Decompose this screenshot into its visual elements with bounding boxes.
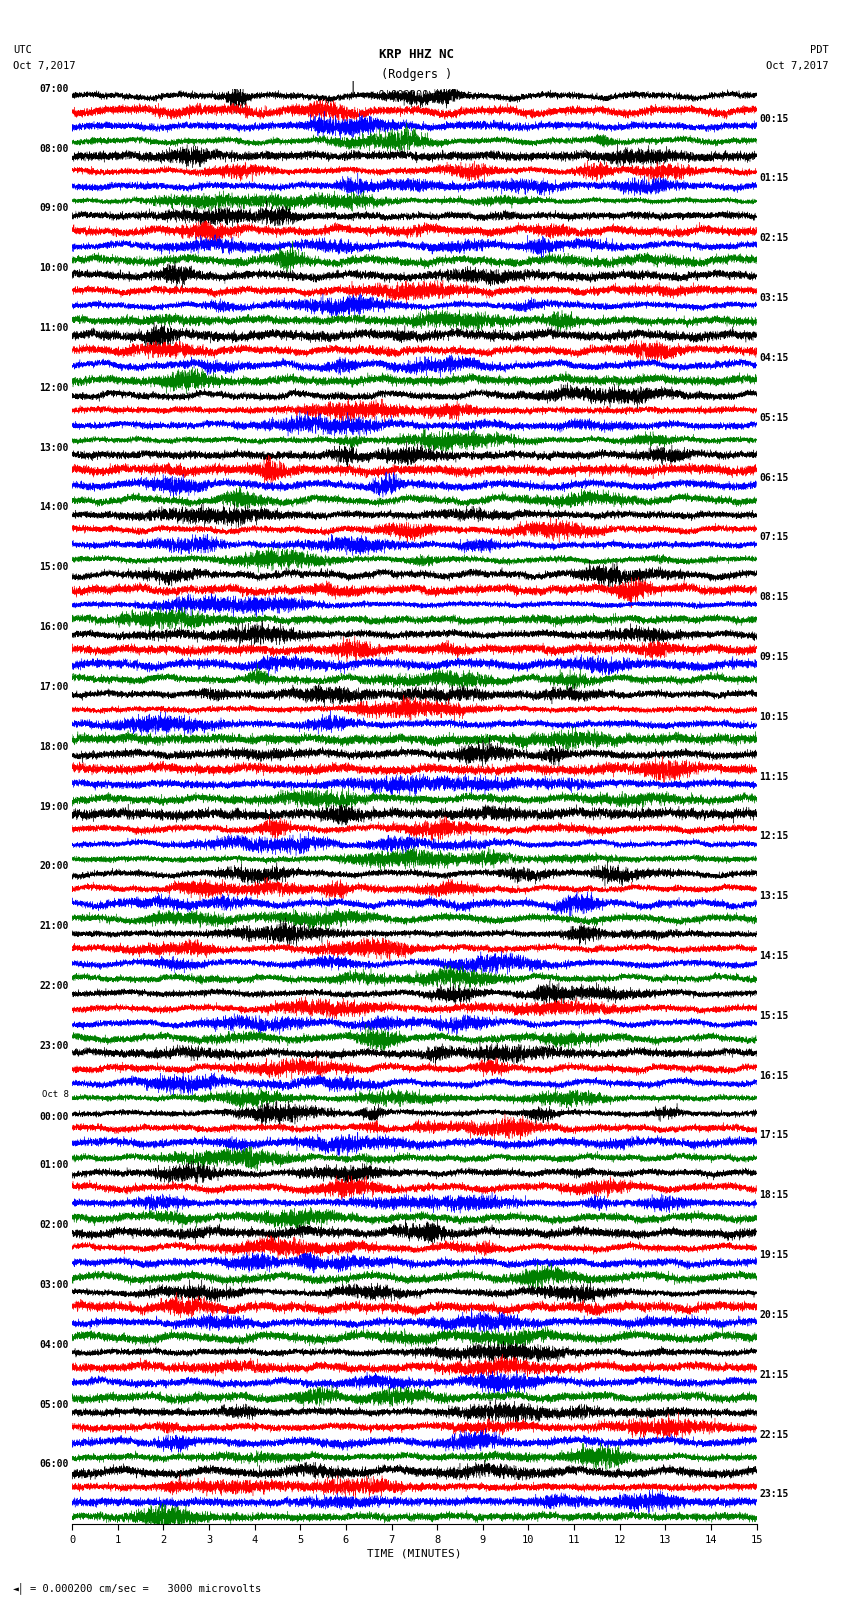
Text: PDT: PDT bbox=[810, 45, 829, 55]
Text: 16:15: 16:15 bbox=[759, 1071, 789, 1081]
Text: 22:00: 22:00 bbox=[39, 981, 69, 990]
Text: (Rodgers ): (Rodgers ) bbox=[381, 68, 452, 81]
Text: Oct 7,2017: Oct 7,2017 bbox=[766, 61, 829, 71]
Text: 14:00: 14:00 bbox=[39, 502, 69, 513]
Text: │: │ bbox=[348, 81, 357, 97]
Text: 11:15: 11:15 bbox=[759, 771, 789, 782]
Text: 14:15: 14:15 bbox=[759, 952, 789, 961]
Text: 21:00: 21:00 bbox=[39, 921, 69, 931]
Text: 10:15: 10:15 bbox=[759, 711, 789, 721]
Text: 15:15: 15:15 bbox=[759, 1011, 789, 1021]
Text: 09:15: 09:15 bbox=[759, 652, 789, 661]
Text: 20:15: 20:15 bbox=[759, 1310, 789, 1319]
Text: 07:00: 07:00 bbox=[39, 84, 69, 94]
Text: 01:15: 01:15 bbox=[759, 174, 789, 184]
Text: 12:15: 12:15 bbox=[759, 831, 789, 842]
Text: = 0.000200 cm/sec: = 0.000200 cm/sec bbox=[366, 90, 472, 100]
Text: 15:00: 15:00 bbox=[39, 563, 69, 573]
X-axis label: TIME (MINUTES): TIME (MINUTES) bbox=[367, 1548, 462, 1558]
Text: 04:15: 04:15 bbox=[759, 353, 789, 363]
Text: Oct 7,2017: Oct 7,2017 bbox=[13, 61, 76, 71]
Text: 17:00: 17:00 bbox=[39, 682, 69, 692]
Text: 16:00: 16:00 bbox=[39, 623, 69, 632]
Text: 10:00: 10:00 bbox=[39, 263, 69, 273]
Text: 12:00: 12:00 bbox=[39, 382, 69, 394]
Text: 11:00: 11:00 bbox=[39, 323, 69, 332]
Text: = 0.000200 cm/sec =   3000 microvolts: = 0.000200 cm/sec = 3000 microvolts bbox=[30, 1584, 261, 1594]
Text: 21:15: 21:15 bbox=[759, 1369, 789, 1379]
Text: 07:15: 07:15 bbox=[759, 532, 789, 542]
Text: 08:00: 08:00 bbox=[39, 144, 69, 153]
Text: ◄│: ◄│ bbox=[13, 1582, 25, 1594]
Text: 23:00: 23:00 bbox=[39, 1040, 69, 1050]
Text: 03:00: 03:00 bbox=[39, 1281, 69, 1290]
Text: 02:00: 02:00 bbox=[39, 1219, 69, 1231]
Text: 13:00: 13:00 bbox=[39, 442, 69, 453]
Text: 01:00: 01:00 bbox=[39, 1160, 69, 1171]
Text: Oct 8: Oct 8 bbox=[42, 1090, 69, 1098]
Text: 00:15: 00:15 bbox=[759, 113, 789, 124]
Text: UTC: UTC bbox=[13, 45, 31, 55]
Text: 09:00: 09:00 bbox=[39, 203, 69, 213]
Text: 22:15: 22:15 bbox=[759, 1429, 789, 1439]
Text: 06:15: 06:15 bbox=[759, 473, 789, 482]
Text: 18:15: 18:15 bbox=[759, 1190, 789, 1200]
Text: 00:00: 00:00 bbox=[39, 1111, 69, 1123]
Text: 18:00: 18:00 bbox=[39, 742, 69, 752]
Text: 05:15: 05:15 bbox=[759, 413, 789, 423]
Text: 13:15: 13:15 bbox=[759, 892, 789, 902]
Text: 06:00: 06:00 bbox=[39, 1460, 69, 1469]
Text: 19:00: 19:00 bbox=[39, 802, 69, 811]
Text: KRP HHZ NC: KRP HHZ NC bbox=[379, 48, 454, 61]
Text: 03:15: 03:15 bbox=[759, 294, 789, 303]
Text: 08:15: 08:15 bbox=[759, 592, 789, 602]
Text: 17:15: 17:15 bbox=[759, 1131, 789, 1140]
Text: 23:15: 23:15 bbox=[759, 1489, 789, 1500]
Text: 04:00: 04:00 bbox=[39, 1340, 69, 1350]
Text: 20:00: 20:00 bbox=[39, 861, 69, 871]
Text: 05:00: 05:00 bbox=[39, 1400, 69, 1410]
Text: 19:15: 19:15 bbox=[759, 1250, 789, 1260]
Text: 02:15: 02:15 bbox=[759, 234, 789, 244]
